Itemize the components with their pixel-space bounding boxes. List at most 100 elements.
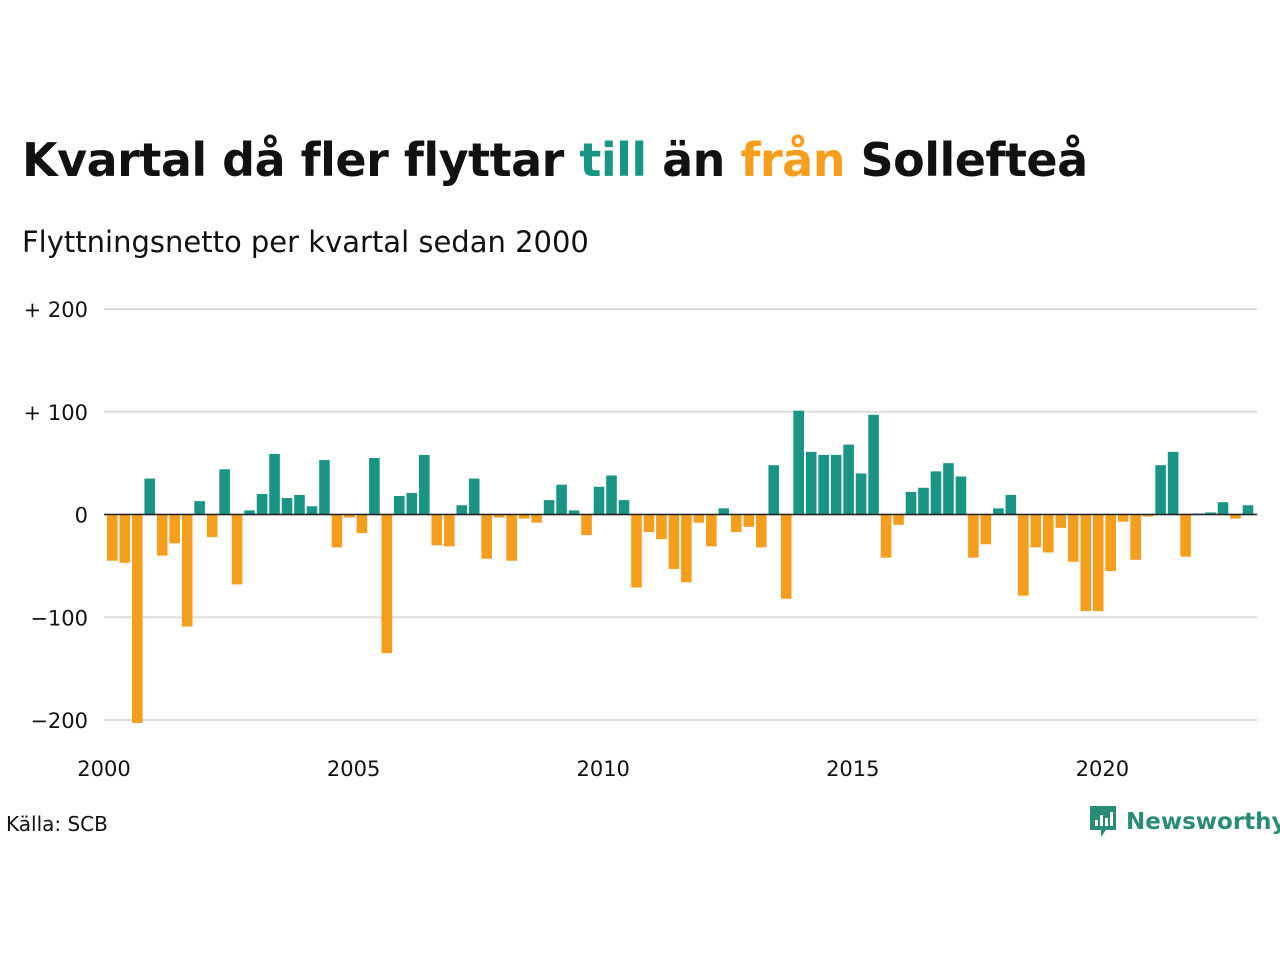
bar xyxy=(593,486,605,515)
bar xyxy=(468,478,480,515)
bar xyxy=(631,514,642,588)
chart-subtitle: Flyttningsnetto per kvartal sedan 2000 xyxy=(22,225,589,259)
bar xyxy=(419,454,430,515)
bar xyxy=(244,510,255,515)
bar xyxy=(344,514,355,518)
title-word-fran: från xyxy=(740,133,845,187)
bar xyxy=(818,454,829,515)
brand-name: Newsworthy xyxy=(1126,809,1280,835)
bar xyxy=(543,500,555,515)
bar xyxy=(1242,505,1254,515)
bar xyxy=(606,475,617,515)
bar xyxy=(256,493,268,515)
bar xyxy=(206,514,218,538)
bar xyxy=(356,514,368,533)
bar xyxy=(893,514,904,525)
bar xyxy=(780,514,792,599)
x-tick-label: 2005 xyxy=(327,757,380,781)
bar xyxy=(331,514,343,548)
chart-title: Kvartal då fler flyttar till än från Sol… xyxy=(22,130,1088,190)
bar xyxy=(1067,514,1079,562)
bar xyxy=(643,514,655,532)
bar xyxy=(181,514,193,627)
bar xyxy=(1180,514,1191,557)
bar xyxy=(1142,514,1154,517)
x-tick-label: 2010 xyxy=(576,757,629,781)
bar xyxy=(518,514,530,519)
bar xyxy=(718,508,730,515)
bar xyxy=(506,514,517,561)
y-tick-label: + 200 xyxy=(24,298,88,322)
bar xyxy=(119,514,131,563)
y-tick-label: −200 xyxy=(30,709,88,733)
bar xyxy=(1117,514,1129,522)
bar xyxy=(743,514,755,527)
bar xyxy=(281,498,293,515)
bar xyxy=(531,514,542,523)
bar xyxy=(930,471,942,515)
title-part-1: Kvartal då fler flyttar xyxy=(22,133,580,187)
bar xyxy=(793,410,804,515)
bar xyxy=(668,514,680,569)
bar xyxy=(755,514,767,548)
bar xyxy=(369,457,380,515)
bar xyxy=(269,453,280,515)
x-tick-label: 2015 xyxy=(826,757,879,781)
bar xyxy=(131,514,143,724)
bars xyxy=(104,410,1257,724)
bar xyxy=(706,514,717,547)
bar xyxy=(381,514,393,654)
bar xyxy=(156,514,168,556)
x-axis-ticks: 2000 2005 2010 2015 2020 xyxy=(77,757,1129,781)
bar xyxy=(493,514,505,518)
bar xyxy=(855,473,867,515)
bar xyxy=(294,494,305,515)
bar xyxy=(943,463,954,515)
bar xyxy=(169,514,180,544)
bar xyxy=(1155,465,1166,515)
bar xyxy=(693,514,705,523)
brand-mark[interactable]: Newsworthy xyxy=(1088,802,1280,842)
bar xyxy=(805,451,817,515)
bar xyxy=(107,514,118,561)
bar xyxy=(868,414,879,515)
bar xyxy=(731,514,742,532)
bar xyxy=(1080,514,1092,612)
bar xyxy=(219,469,230,515)
bar xyxy=(144,478,156,515)
bar xyxy=(194,501,205,515)
bar xyxy=(394,496,405,515)
bar xyxy=(768,465,780,515)
bar xyxy=(481,514,492,559)
bar xyxy=(1205,512,1216,515)
bar xyxy=(843,444,854,515)
y-tick-label: −100 xyxy=(30,606,88,630)
y-axis-ticks: + 200 + 100 0 −100 −200 xyxy=(24,298,88,733)
bar xyxy=(980,514,992,545)
bar xyxy=(1105,514,1116,572)
bar xyxy=(830,454,842,515)
bar xyxy=(1018,514,1029,596)
bar xyxy=(1092,514,1104,612)
bar xyxy=(1043,514,1054,553)
bar xyxy=(1217,502,1229,515)
y-tick-label: + 100 xyxy=(24,401,88,425)
bar xyxy=(319,460,330,515)
bar xyxy=(905,491,917,515)
bar xyxy=(568,510,580,515)
bar xyxy=(1230,514,1241,519)
bar xyxy=(1167,451,1179,515)
bar xyxy=(431,514,443,546)
x-tick-label: 2000 xyxy=(77,757,130,781)
bar xyxy=(993,508,1004,515)
x-tick-label: 2020 xyxy=(1076,757,1129,781)
bar xyxy=(556,484,567,515)
bar xyxy=(618,500,630,515)
title-part-3: Sollefteå xyxy=(844,133,1088,187)
bar xyxy=(456,505,468,515)
title-word-till: till xyxy=(579,133,647,187)
bar xyxy=(1005,494,1017,515)
bar xyxy=(656,514,667,540)
bar xyxy=(880,514,892,558)
newsworthy-logo-icon xyxy=(1090,806,1116,837)
